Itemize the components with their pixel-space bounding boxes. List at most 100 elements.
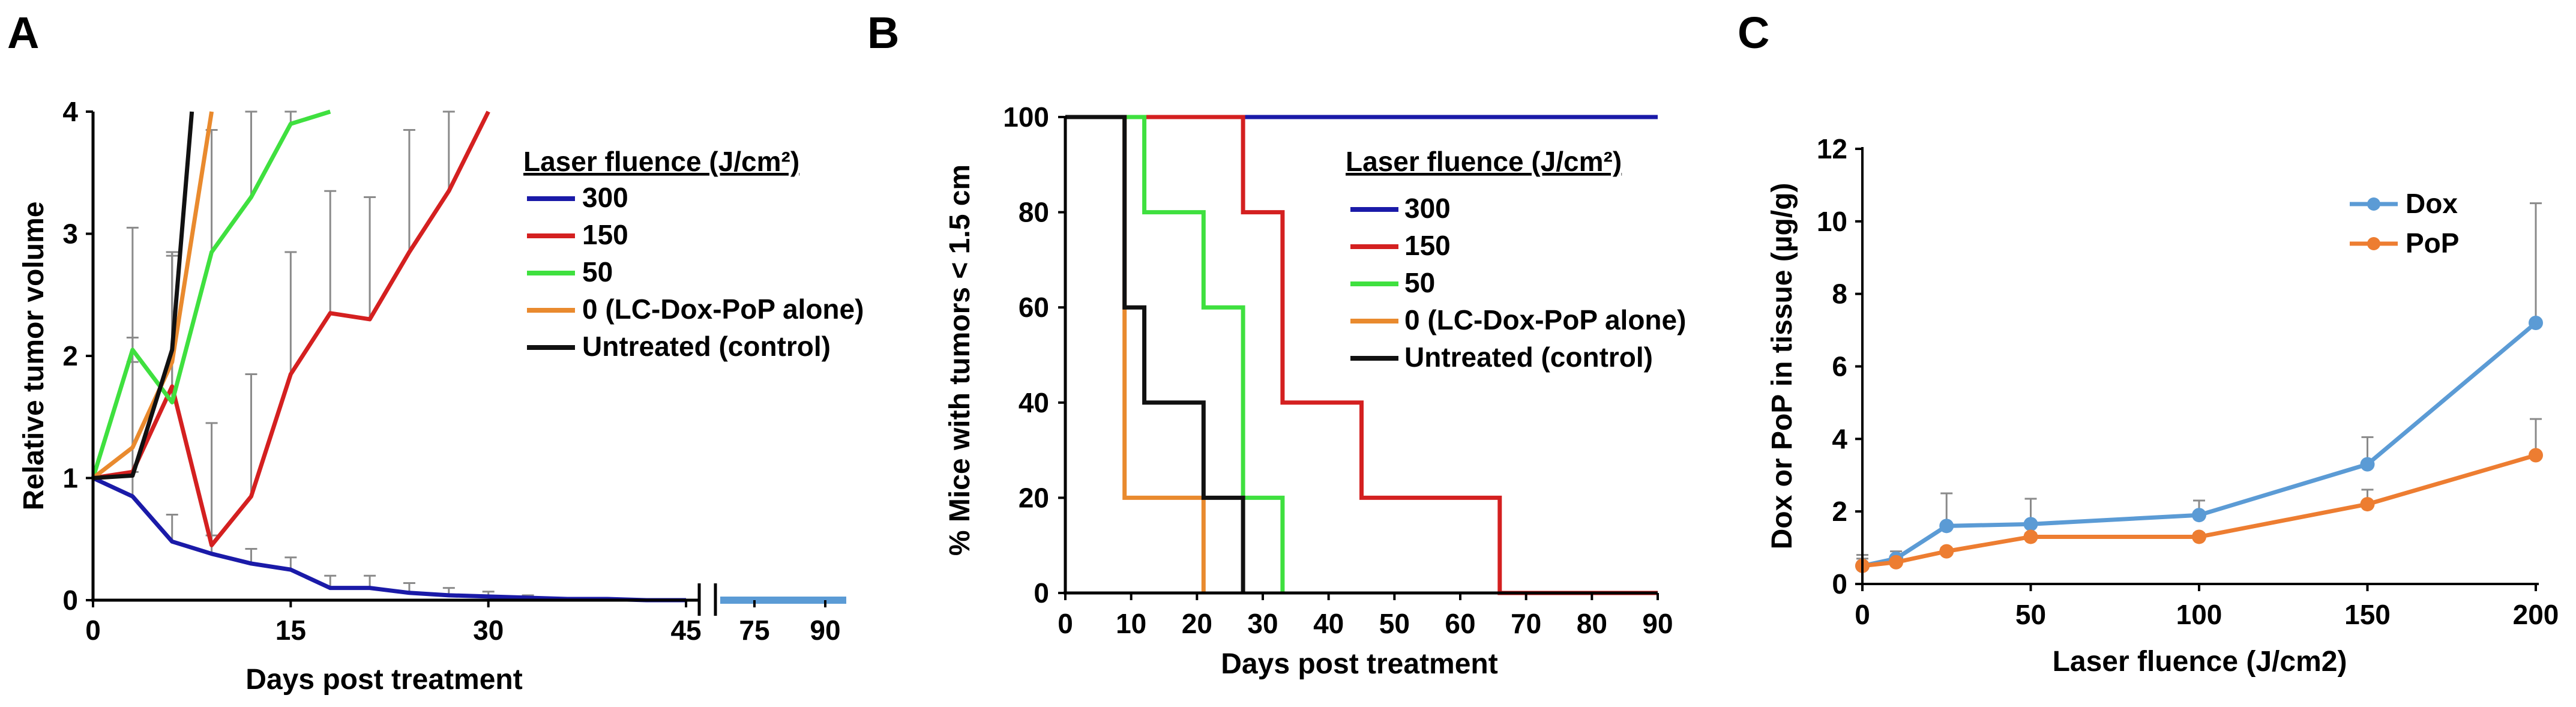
- a-ytick-label: 2: [62, 340, 78, 372]
- panel-b-y-ticks: 0 20 40 60 80 100: [1003, 101, 1065, 609]
- b-xtick-label: 90: [1642, 608, 1673, 639]
- panel-a-legend: Laser fluence (J/cm²) 300 150 50 0 (LC-Dox-P…: [523, 146, 864, 362]
- a-series-50: [91, 109, 331, 479]
- a-ytick-label: 3: [62, 218, 78, 250]
- b-legend-label: 300: [1404, 193, 1451, 224]
- c-point-pop: [2529, 448, 2543, 463]
- b-xtick-label: 30: [1247, 608, 1278, 639]
- panel-c-label: C: [1738, 8, 1769, 58]
- b-xtick-label: 50: [1379, 608, 1410, 639]
- panel-b-series: [1065, 115, 1658, 595]
- panel-b-legend: Laser fluence (J/cm²) 300 150 50 0 (LC-Dox-P…: [1346, 146, 1686, 373]
- b-xtick-label: 20: [1182, 608, 1212, 639]
- a-ytick-label: 1: [62, 463, 78, 494]
- a-xtick-label: 45: [670, 615, 701, 646]
- b-xtick-label: 10: [1116, 608, 1146, 639]
- b-xtick-label: 0: [1058, 608, 1073, 639]
- c-ytick-label: 6: [1832, 351, 1847, 382]
- panel-b-xlabel: Days post treatment: [1221, 648, 1497, 680]
- b-legend-label: Untreated (control): [1404, 341, 1653, 373]
- a-legend-label: 300: [582, 182, 628, 213]
- c-xtick-label: 100: [2176, 599, 2222, 630]
- a-legend-label: 0 (LC-Dox-PoP alone): [582, 293, 864, 325]
- b-series-0-lc-dox-pop-alone: [1065, 115, 1206, 593]
- c-point-dox: [1939, 519, 1954, 534]
- a-ytick-label: 0: [62, 585, 78, 616]
- b-ytick-label: 60: [1019, 292, 1049, 323]
- a-ytick-label: 4: [62, 96, 78, 127]
- c-legend-marker: [2367, 197, 2380, 211]
- c-ytick-label: 0: [1832, 568, 1847, 600]
- b-ytick-label: 100: [1003, 101, 1049, 133]
- b-legend-label: 0 (LC-Dox-PoP alone): [1404, 304, 1686, 335]
- b-ytick-label: 80: [1019, 197, 1049, 228]
- c-legend-label: PoP: [2406, 227, 2459, 259]
- c-legend-marker: [2367, 237, 2380, 250]
- b-legend-label: 150: [1404, 230, 1451, 261]
- c-ytick-label: 8: [1832, 278, 1847, 310]
- c-point-dox: [2529, 316, 2543, 330]
- c-point-pop: [2192, 529, 2206, 544]
- c-ytick-label: 10: [1817, 206, 1847, 237]
- c-legend-label: Dox: [2406, 188, 2458, 219]
- panel-a-label: A: [7, 8, 39, 58]
- a-series-300: [92, 476, 687, 603]
- b-legend-label: 50: [1404, 267, 1435, 298]
- b-series-50: [1065, 115, 1285, 593]
- c-point-pop: [2360, 497, 2375, 512]
- panel-a-xlabel: Days post treatment: [245, 664, 522, 696]
- a-xtick-label: 75: [739, 615, 769, 646]
- c-ytick-label: 12: [1817, 133, 1847, 164]
- a-legend-title: Laser fluence (J/cm²): [523, 146, 799, 177]
- c-point-dox: [2023, 517, 2038, 532]
- a-legend-label: 150: [582, 219, 628, 250]
- a-series-untreated-control: [92, 111, 194, 480]
- c-point-pop: [2023, 529, 2038, 544]
- panel-a-ylabel: Relative tumor volume: [18, 202, 50, 511]
- panel-c-series: [1855, 316, 2543, 573]
- panel-c-x-ticks: 0 50 100 150 200: [1855, 584, 2559, 630]
- b-xtick-label: 80: [1577, 608, 1607, 639]
- panel-b-ylabel: % Mice with tumors < 1.5 cm: [944, 164, 976, 556]
- panel-c-y-ticks: 0 2 4 6 8 10 12: [1817, 133, 1862, 600]
- c-xtick-label: 0: [1855, 599, 1870, 630]
- a-xtick-label: 0: [85, 615, 101, 646]
- a-xtick-label: 15: [275, 615, 306, 646]
- panel-b-label: B: [867, 8, 899, 58]
- a-series-150: [92, 110, 490, 547]
- c-ytick-label: 4: [1832, 423, 1847, 454]
- b-xtick-label: 60: [1445, 608, 1475, 639]
- a-xtick-label: 90: [810, 615, 840, 646]
- a-legend-label: 50: [582, 256, 613, 287]
- panel-c-ylabel: Dox or PoP in tissue (µg/g): [1766, 183, 1798, 550]
- a-series-0-lc-dox-pop-alone: [91, 111, 214, 480]
- c-xtick-label: 150: [2344, 599, 2391, 630]
- b-ytick-label: 20: [1019, 482, 1049, 513]
- panel-b: B 0 20 40 60 80 100 0 10 20 30 40 50 60 70 80 90 Days …: [867, 8, 1686, 680]
- panel-c-legend: Dox PoP: [2350, 188, 2459, 259]
- b-series-untreated-control: [1065, 115, 1245, 593]
- panel-b-x-ticks: 0 10 20 30 40 50 60 70 80 90: [1058, 593, 1673, 639]
- b-ytick-label: 40: [1019, 387, 1049, 418]
- b-ytick-label: 0: [1034, 577, 1049, 609]
- b-series-150: [1065, 115, 1658, 595]
- c-ytick-label: 2: [1832, 496, 1847, 527]
- c-point-pop: [1939, 544, 1954, 559]
- c-point-dox: [2360, 457, 2375, 472]
- c-series-dox: [1862, 321, 2538, 568]
- c-xtick-label: 200: [2513, 599, 2559, 630]
- b-xtick-label: 40: [1313, 608, 1344, 639]
- b-xtick-label: 70: [1511, 608, 1541, 639]
- c-xtick-label: 50: [2015, 599, 2046, 630]
- panel-a-x-ticks: 0 15 30 45 75 90: [85, 600, 841, 646]
- a-legend-label: Untreated (control): [582, 331, 831, 362]
- panel-c-xlabel: Laser fluence (J/cm2): [2053, 646, 2347, 678]
- c-point-pop: [1889, 555, 1904, 570]
- b-legend-title: Laser fluence (J/cm²): [1346, 146, 1622, 177]
- c-point-dox: [2192, 508, 2206, 523]
- panel-a-y-ticks: 0 1 2 3 4: [62, 96, 93, 616]
- panel-a-error-bars: [126, 110, 534, 598]
- panel-c: C 0 2 4 6 8 10 12 0 50 100 150 200 Laser fluence (…: [1738, 8, 2559, 678]
